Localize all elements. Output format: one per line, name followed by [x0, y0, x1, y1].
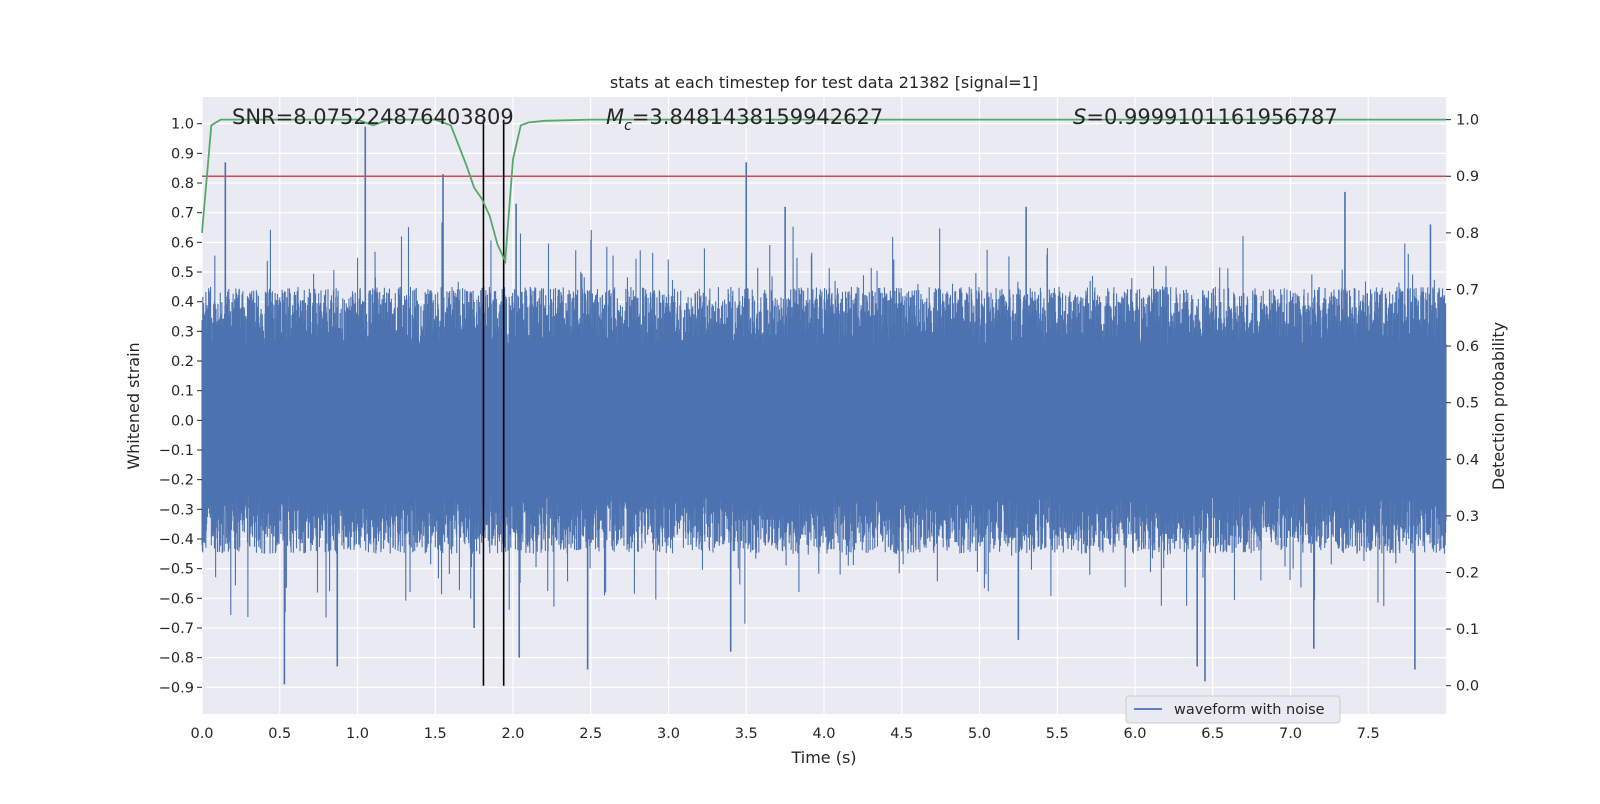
y-tick-label: 0.0: [171, 413, 194, 429]
y-tick-label: 1.0: [171, 117, 194, 133]
overlay-layer: [201, 118, 1446, 686]
x-tick-label: 4.0: [812, 726, 835, 742]
y-tick-label: −0.1: [159, 443, 194, 459]
x-tick-label: 7.0: [1279, 726, 1302, 742]
y2-tick-label: 0.6: [1456, 339, 1479, 355]
y-tick-label: 0.1: [171, 384, 194, 400]
x-tick-label: 2.5: [579, 726, 602, 742]
detection-probability-line: [201, 118, 1446, 265]
y2-tick-label: 0.2: [1456, 565, 1479, 581]
mc-value: =3.8481438159942627: [632, 105, 883, 129]
y2-tick-label: 0.7: [1456, 282, 1479, 298]
x-tick-label: 1.5: [424, 726, 447, 742]
y-tick-label: −0.4: [159, 532, 194, 548]
x-tick-label: 4.5: [890, 726, 913, 742]
y-tick-label: −0.2: [159, 473, 194, 489]
y-tick-label: −0.8: [159, 651, 194, 667]
waveform-noise-path: [201, 222, 1447, 624]
y-tick-label: 0.8: [171, 176, 194, 192]
x-tick-label: 1.0: [346, 726, 369, 742]
x-tick-label: 3.0: [657, 726, 680, 742]
y2-tick-label: 0.1: [1456, 622, 1479, 638]
s-value: =0.9999101161956787: [1086, 105, 1337, 129]
mc-annotation: Mc=3.8481438159942627: [606, 105, 883, 134]
mc-symbol: M: [606, 105, 624, 129]
tick-layer: 0.0 0.5 1.0 1.5 2.0 2.5 3.0 3.5 4.0 4.5 5.0 5.5 6.0 6…: [159, 113, 1479, 742]
y-tick-label: 0.2: [171, 354, 194, 370]
y-tick-label: −0.7: [159, 621, 194, 637]
y-tick-label: 0.3: [171, 324, 194, 340]
x-tick-label: 2.0: [501, 726, 524, 742]
y2-tick-label: 0.8: [1456, 226, 1479, 242]
y-tick-label: −0.9: [159, 680, 194, 696]
s-symbol: S: [1073, 105, 1086, 129]
y-tick-label: −0.3: [159, 502, 194, 518]
y-tick-label: −0.5: [159, 562, 194, 578]
y-axis-label: Whitened strain: [124, 342, 143, 469]
y2-axis-label: Detection probability: [1489, 322, 1508, 490]
y2-tick-label: 0.5: [1456, 396, 1479, 412]
y2-tick-label: 0.3: [1456, 509, 1479, 525]
y-tick-label: 0.5: [171, 265, 194, 281]
x-tick-label: 7.5: [1357, 726, 1380, 742]
y-tick-label: 0.7: [171, 206, 194, 222]
y2-tick-label: 0.9: [1456, 169, 1479, 185]
x-tick-label: 0.0: [190, 726, 213, 742]
y2-tick-label: 0.4: [1456, 452, 1479, 468]
x-tick-label: 6.5: [1201, 726, 1224, 742]
legend: waveform with noise: [1125, 695, 1341, 724]
snr-annotation: SNR=8.075224876403809: [232, 105, 514, 129]
chart-title: stats at each timestep for test data 213…: [610, 73, 1038, 92]
y-tick-label: 0.9: [171, 146, 194, 162]
x-tick-label: 0.5: [268, 726, 291, 742]
x-tick-label: 6.0: [1123, 726, 1146, 742]
x-tick-label: 3.5: [735, 726, 758, 742]
x-tick-label: 5.5: [1046, 726, 1069, 742]
y-tick-label: −0.6: [159, 591, 194, 607]
y-tick-label: 0.4: [171, 295, 194, 311]
y2-tick-label: 1.0: [1456, 113, 1479, 129]
y-tick-label: 0.6: [171, 235, 194, 251]
y2-tick-label: 0.0: [1456, 679, 1479, 695]
legend-entry-waveform: waveform with noise: [1174, 702, 1325, 718]
legend-box: [1125, 695, 1341, 724]
s-annotation: S=0.9999101161956787: [1073, 105, 1338, 129]
x-axis-label: Time (s): [790, 748, 856, 767]
mc-subscript: c: [624, 118, 632, 134]
x-tick-label: 5.0: [968, 726, 991, 742]
waveform-series: [201, 126, 1447, 685]
